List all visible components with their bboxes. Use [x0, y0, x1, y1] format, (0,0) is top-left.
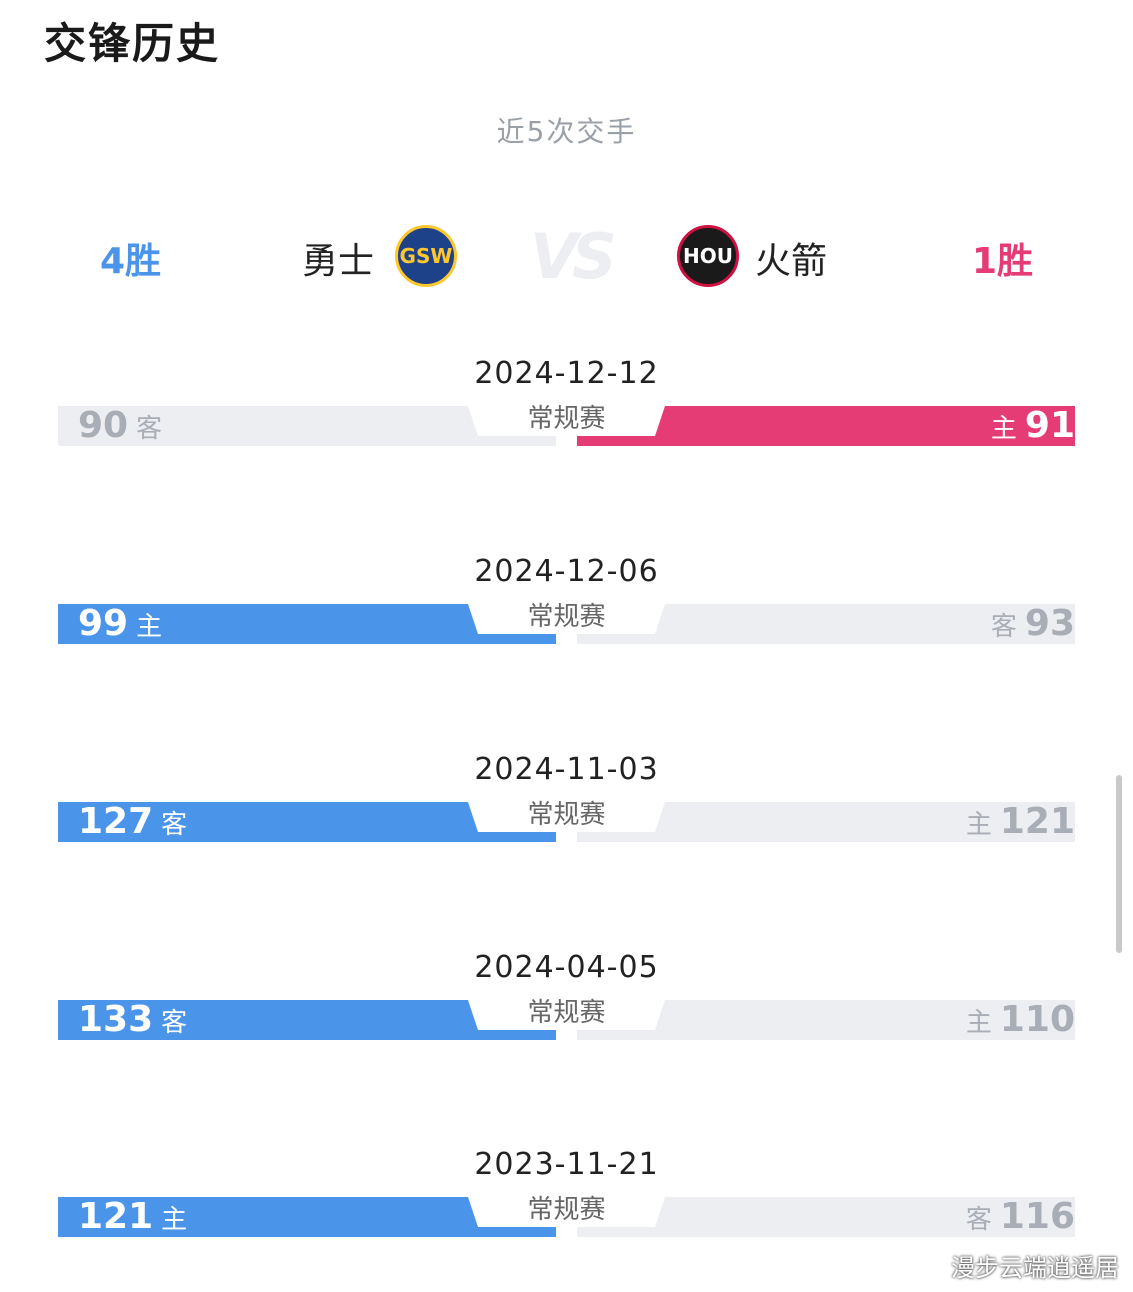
- warriors-logo-icon[interactable]: GSW: [395, 225, 457, 287]
- left-score: 99 主: [78, 604, 170, 644]
- right-score: 客 116: [958, 1197, 1075, 1237]
- right-score-value: 121: [999, 801, 1075, 842]
- right-score-value: 93: [1024, 603, 1075, 644]
- left-score: 90 客: [78, 406, 170, 446]
- left-home-away: 主: [161, 1205, 188, 1235]
- left-score: 121 主: [78, 1197, 195, 1237]
- game-date: 2024-04-05: [474, 950, 659, 985]
- right-score-value: 91: [1024, 405, 1075, 446]
- right-home-away: 主: [990, 414, 1017, 444]
- right-home-away: 客: [990, 612, 1017, 642]
- game-row[interactable]: 2024-04-05 常规赛 133 客 主 110: [0, 950, 1133, 1060]
- section-subtitle: 近5次交手: [496, 115, 637, 148]
- watermark: 漫步云端逍遥居: [951, 1254, 1119, 1282]
- left-home-away: 客: [161, 810, 188, 840]
- right-home-away: 主: [965, 1008, 992, 1038]
- left-score: 133 客: [78, 1000, 195, 1040]
- right-score: 客 93: [983, 604, 1075, 644]
- scrollbar[interactable]: [1116, 775, 1122, 953]
- right-home-away: 客: [965, 1205, 992, 1235]
- game-row[interactable]: 2024-12-12 常规赛 90 客 主 91: [0, 356, 1133, 466]
- right-team-name[interactable]: 火箭: [755, 241, 828, 282]
- left-score-value: 90: [78, 405, 129, 446]
- left-score-value: 127: [78, 801, 154, 842]
- left-home-away: 客: [161, 1008, 188, 1038]
- right-score-value: 110: [999, 999, 1075, 1040]
- game-type: 常规赛: [527, 602, 606, 632]
- game-date: 2024-12-12: [474, 356, 659, 391]
- right-score-value: 116: [999, 1196, 1075, 1237]
- vs-icon: VS: [530, 220, 617, 293]
- game-date: 2024-11-03: [474, 752, 659, 787]
- right-score: 主 121: [958, 802, 1075, 842]
- right-team-wins: 1胜: [972, 241, 1034, 282]
- left-score-value: 99: [78, 603, 129, 644]
- game-date: 2023-11-21: [474, 1147, 659, 1182]
- left-home-away: 客: [136, 414, 163, 444]
- rockets-logo-icon[interactable]: HOU: [677, 225, 739, 287]
- left-team-name[interactable]: 勇士: [302, 241, 375, 282]
- right-score: 主 110: [958, 1000, 1075, 1040]
- left-score-value: 133: [78, 999, 154, 1040]
- game-row[interactable]: 2023-11-21 常规赛 121 主 客 116: [0, 1147, 1133, 1257]
- game-type: 常规赛: [527, 998, 606, 1028]
- right-score: 主 91: [983, 406, 1075, 446]
- left-score-value: 121: [78, 1196, 154, 1237]
- left-home-away: 主: [136, 612, 163, 642]
- right-home-away: 主: [965, 810, 992, 840]
- left-team-wins: 4胜: [100, 241, 162, 282]
- game-type: 常规赛: [527, 800, 606, 830]
- game-row[interactable]: 2024-11-03 常规赛 127 客 主 121: [0, 752, 1133, 862]
- game-type: 常规赛: [527, 1195, 606, 1225]
- page-title: 交锋历史: [44, 19, 221, 68]
- left-score: 127 客: [78, 802, 195, 842]
- game-type: 常规赛: [527, 404, 606, 434]
- game-row[interactable]: 2024-12-06 常规赛 99 主 客 93: [0, 554, 1133, 664]
- game-date: 2024-12-06: [474, 554, 659, 589]
